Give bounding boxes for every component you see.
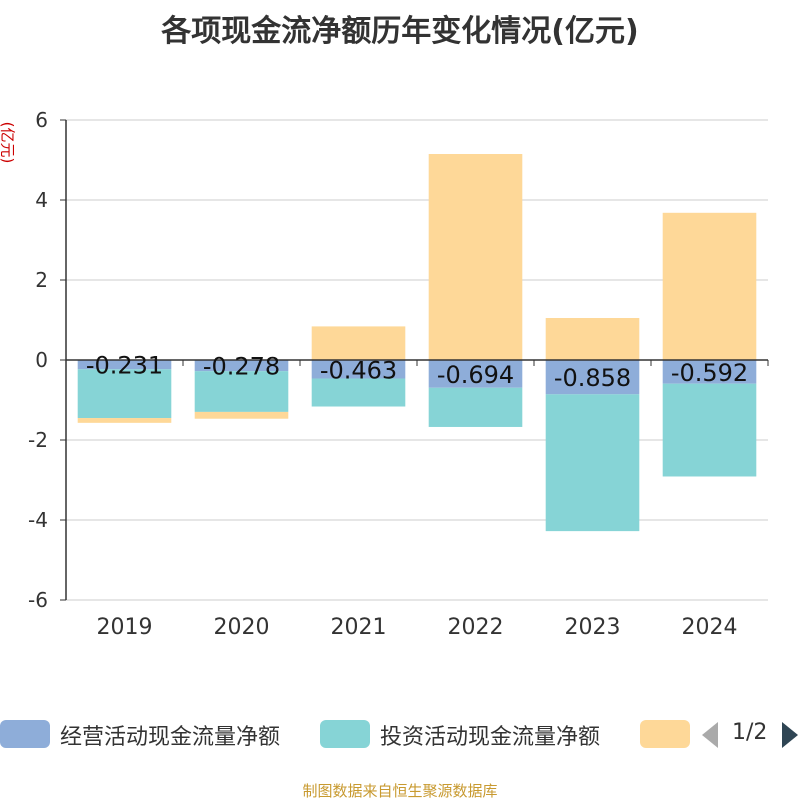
y-tick-label: -6 — [28, 588, 48, 612]
x-category-label: 2022 — [448, 615, 504, 640]
y-tick-label: 4 — [35, 188, 48, 212]
x-category-label: 2024 — [682, 615, 738, 640]
bar-2023-series-1 — [545, 394, 640, 532]
legend-swatch-financing — [640, 720, 690, 748]
x-category-label: 2023 — [565, 615, 621, 640]
y-tick-label: 6 — [35, 108, 48, 132]
bar-2022-series-2 — [428, 154, 523, 360]
bar-2024-series-1 — [662, 383, 757, 477]
x-category-label: 2021 — [331, 615, 387, 640]
bar-2021-series-1 — [311, 378, 406, 407]
legend-label-investing: 投资活动现金流量净额 — [380, 725, 601, 750]
data-label-2022: -0.694 — [437, 361, 514, 389]
data-label-2024: -0.592 — [671, 359, 748, 387]
bar-2019-series-1 — [77, 369, 172, 419]
bar-2023-series-0 — [545, 360, 640, 395]
x-category-label: 2020 — [214, 615, 270, 640]
bar-2021-series-0 — [311, 360, 406, 379]
bar-2023-series-2 — [545, 318, 640, 360]
x-category-label: 2019 — [97, 615, 153, 640]
bar-2022-series-0 — [428, 360, 523, 388]
data-label-2023: -0.858 — [554, 364, 631, 392]
y-tick-label: 0 — [35, 348, 48, 372]
legend-page-indicator: 1/2 — [732, 720, 768, 745]
legend-label-operating: 经营活动现金流量净额 — [60, 725, 281, 750]
chart-title: 各项现金流净额历年变化情况(亿元) — [161, 14, 639, 49]
data-label-2020: -0.278 — [203, 353, 280, 381]
bar-2019-series-0 — [77, 360, 172, 370]
bar-2019-series-2 — [77, 418, 172, 423]
bar-2021-series-2 — [311, 326, 406, 360]
data-label-2021: -0.463 — [320, 356, 397, 384]
bar-2024-series-2 — [662, 212, 757, 360]
legend-swatch-operating — [0, 720, 50, 748]
bar-2020-series-1 — [194, 371, 289, 412]
source-note: 制图数据来自恒生聚源数据库 — [302, 782, 498, 800]
legend-prev-page-icon[interactable] — [702, 722, 718, 748]
data-label-2019: -0.231 — [86, 352, 163, 380]
bar-2020-series-2 — [194, 411, 289, 419]
y-tick-label: -2 — [28, 428, 48, 452]
y-tick-label: 2 — [35, 268, 48, 292]
legend-next-page-icon[interactable] — [782, 722, 798, 748]
y-tick-label: -4 — [28, 508, 48, 532]
bar-2022-series-1 — [428, 387, 523, 427]
bar-2024-series-0 — [662, 360, 757, 384]
bar-2020-series-0 — [194, 360, 289, 372]
cash-flow-chart: 6 4 2 0 -2 -4 -6 -0.231 -0.278 -0.463 -0.694 -0.858… — [28, 108, 769, 640]
legend-swatch-investing — [320, 720, 370, 748]
